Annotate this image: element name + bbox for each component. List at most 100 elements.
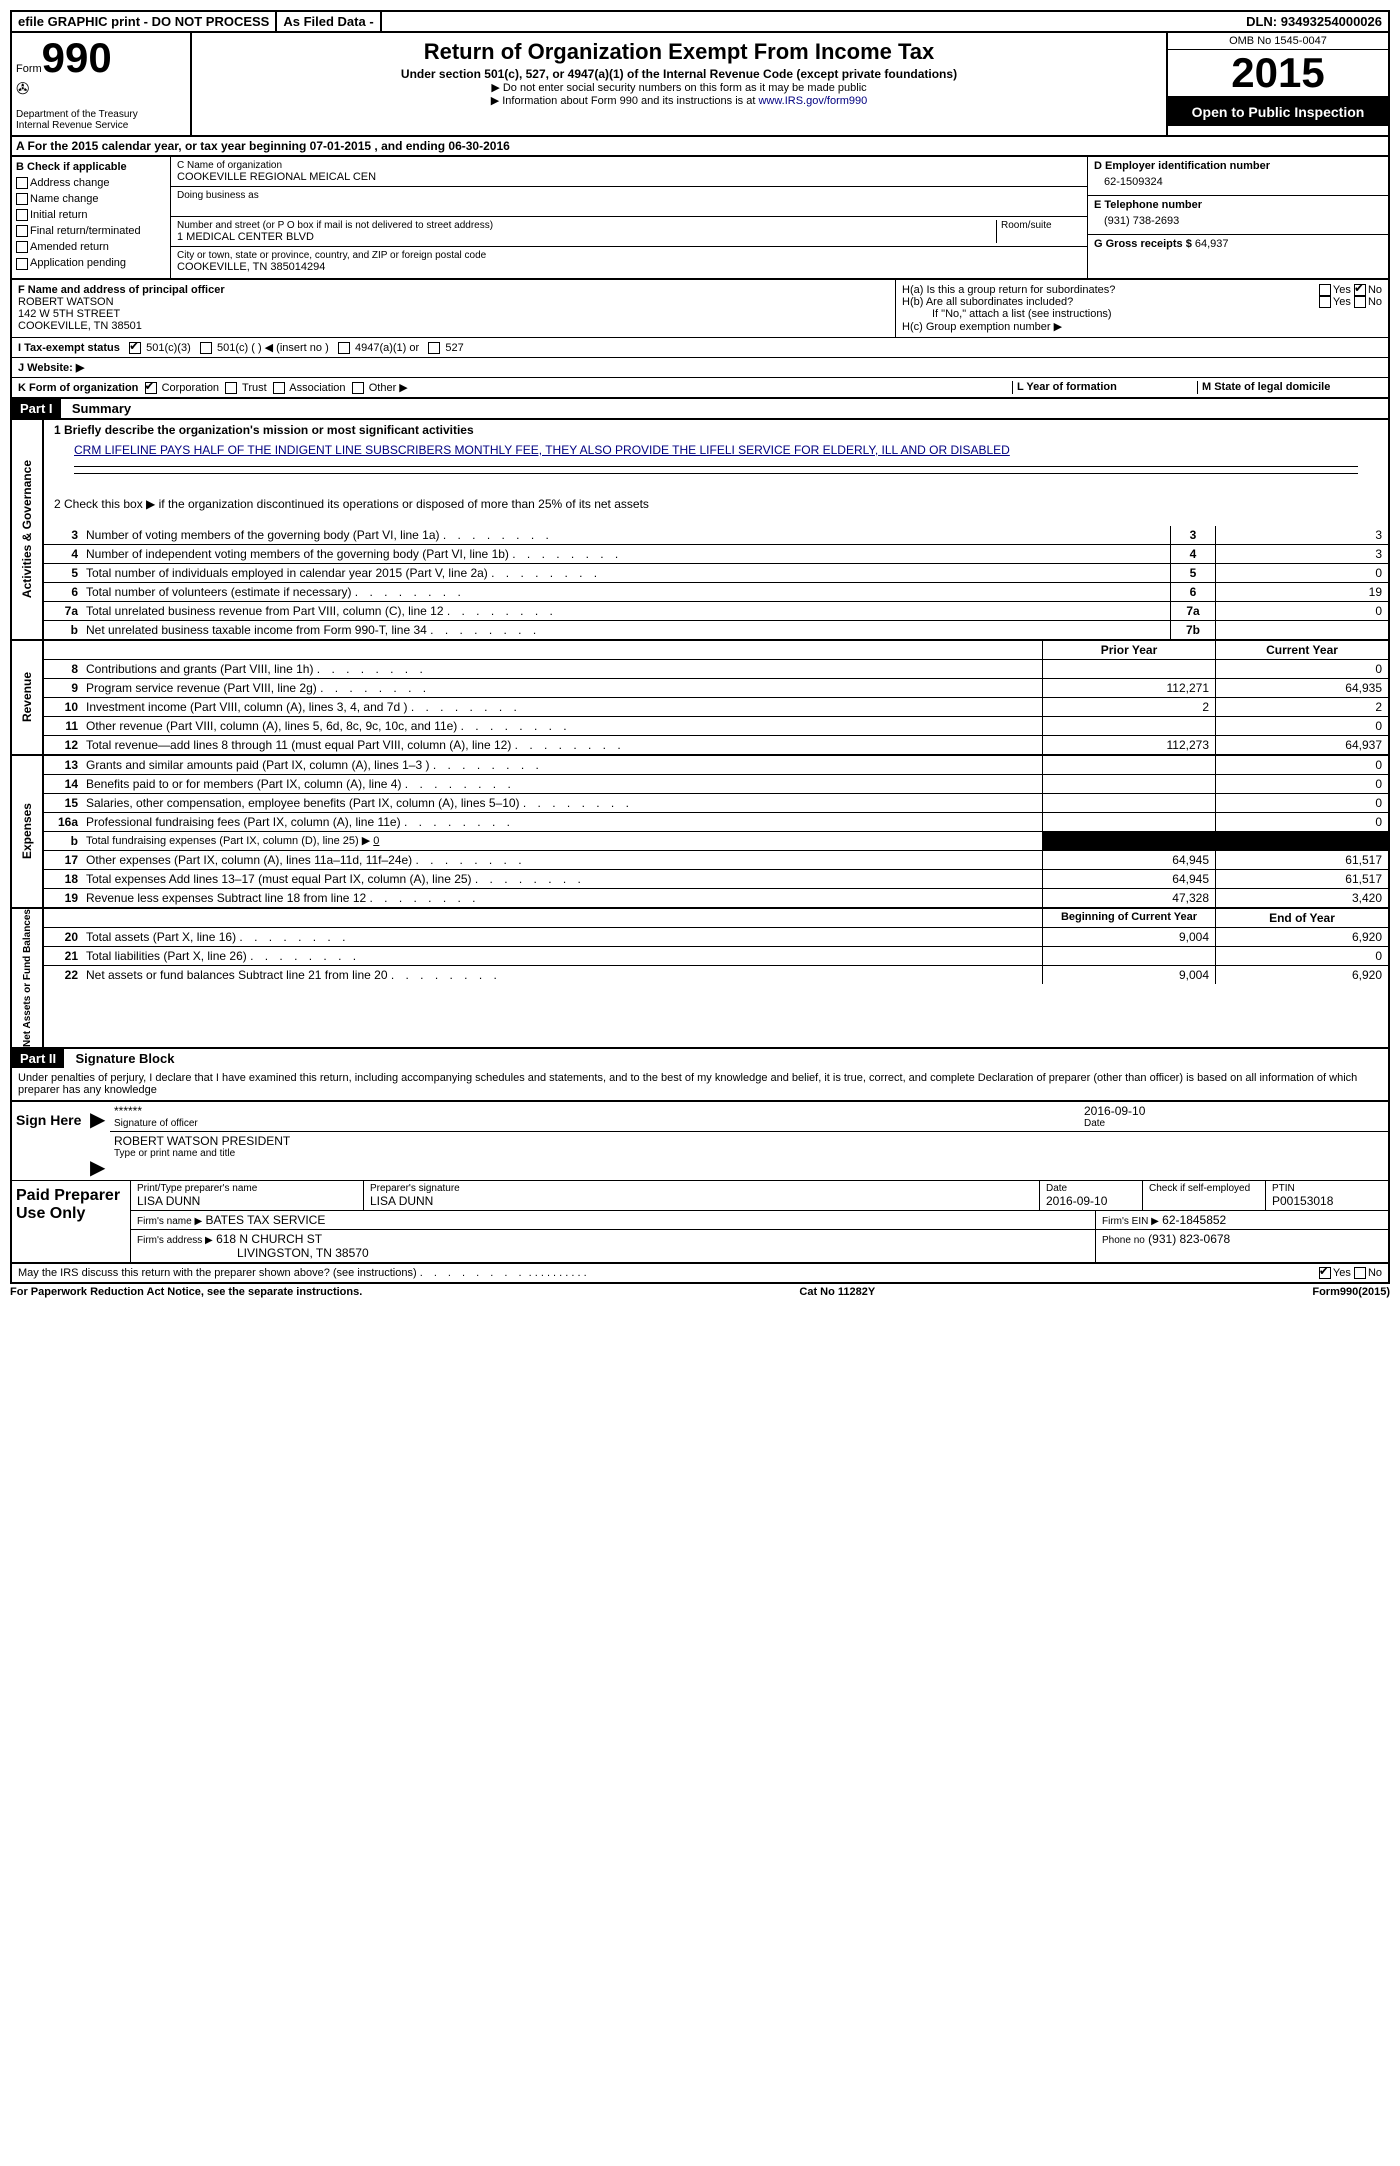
line-num: 3 bbox=[44, 526, 82, 544]
cb-application-pending[interactable]: Application pending bbox=[16, 257, 166, 269]
main-info: B Check if applicable Address change Nam… bbox=[10, 157, 1390, 280]
cb-amended-return[interactable]: Amended return bbox=[16, 241, 166, 253]
line-box: 6 bbox=[1170, 583, 1215, 601]
cb-address-change[interactable]: Address change bbox=[16, 177, 166, 189]
dln-label: DLN: bbox=[1246, 14, 1277, 29]
exp-line-18: 18 Total expenses Add lines 13–17 (must … bbox=[44, 870, 1388, 889]
officer-name: ROBERT WATSON bbox=[18, 296, 889, 308]
curr-val: 0 bbox=[1215, 813, 1388, 831]
discuss-no[interactable] bbox=[1354, 1267, 1366, 1279]
col-b: B Check if applicable Address change Nam… bbox=[12, 157, 171, 278]
line-box: 3 bbox=[1170, 526, 1215, 544]
exp-line-16a: 16a Professional fundraising fees (Part … bbox=[44, 813, 1388, 832]
line-num: 15 bbox=[44, 794, 82, 812]
prior-val bbox=[1042, 775, 1215, 793]
irs-link[interactable]: www.IRS.gov/form990 bbox=[758, 95, 867, 107]
firm-addr2: LIVINGSTON, TN 38570 bbox=[137, 1246, 369, 1260]
cb-assoc[interactable] bbox=[273, 382, 285, 394]
net-line-20: 20 Total assets (Part X, line 16) 9,004 … bbox=[44, 928, 1388, 947]
prep-date: 2016-09-10 bbox=[1046, 1194, 1136, 1208]
line-num: 17 bbox=[44, 851, 82, 869]
form-number: 990 bbox=[42, 34, 112, 81]
cb-501c[interactable] bbox=[200, 342, 212, 354]
title-box: Return of Organization Exempt From Incom… bbox=[192, 33, 1166, 135]
phone-row: E Telephone number (931) 738-2693 bbox=[1088, 196, 1388, 235]
curr-val: 6,920 bbox=[1215, 966, 1388, 984]
dept-irs: Internal Revenue Service bbox=[16, 120, 186, 131]
line-text: Total number of individuals employed in … bbox=[82, 564, 1170, 582]
paid-preparer-section: Paid Preparer Use Only Print/Type prepar… bbox=[10, 1181, 1390, 1264]
hb-yes[interactable] bbox=[1319, 296, 1331, 308]
curr-val: 0 bbox=[1215, 947, 1388, 965]
cb-label-3: Final return/terminated bbox=[30, 225, 141, 237]
prior-val bbox=[1042, 813, 1215, 831]
line2-text: 2 Check this box ▶ if the organization d… bbox=[54, 497, 649, 511]
phone-value: (931) 738-2693 bbox=[1094, 211, 1382, 231]
curr-val: 64,937 bbox=[1215, 736, 1388, 754]
ha-yes[interactable] bbox=[1319, 284, 1331, 296]
summary-content: Activities & Governance 1 Briefly descri… bbox=[10, 418, 1390, 1049]
line-num: 9 bbox=[44, 679, 82, 697]
cb-initial-return[interactable]: Initial return bbox=[16, 209, 166, 221]
governance-section: Activities & Governance 1 Briefly descri… bbox=[12, 418, 1388, 639]
cb-corp[interactable] bbox=[145, 382, 157, 394]
cb-trust[interactable] bbox=[225, 382, 237, 394]
line-num: 16a bbox=[44, 813, 82, 831]
cb-4947[interactable] bbox=[338, 342, 350, 354]
l-label: L Year of formation bbox=[1012, 381, 1197, 394]
line-num: 6 bbox=[44, 583, 82, 601]
gov-line-3: 3 Number of voting members of the govern… bbox=[44, 526, 1388, 545]
line-num: 13 bbox=[44, 756, 82, 774]
cb-name-change[interactable]: Name change bbox=[16, 193, 166, 205]
ein-row: D Employer identification number 62-1509… bbox=[1088, 157, 1388, 196]
addr-label: Number and street (or P O box if mail is… bbox=[177, 220, 996, 231]
line-text: Net assets or fund balances Subtract lin… bbox=[82, 966, 1042, 984]
website-row: J Website: ▶ bbox=[10, 358, 1390, 378]
cb-other[interactable] bbox=[352, 382, 364, 394]
discuss-yes[interactable] bbox=[1319, 1267, 1331, 1279]
date-label: Date bbox=[1084, 1118, 1384, 1129]
gov-line-7a: 7a Total unrelated business revenue from… bbox=[44, 602, 1388, 621]
hb-no[interactable] bbox=[1354, 296, 1366, 308]
line-num: b bbox=[44, 832, 82, 850]
cb-527[interactable] bbox=[428, 342, 440, 354]
rev-line-9: 9 Program service revenue (Part VIII, li… bbox=[44, 679, 1388, 698]
line-num: 18 bbox=[44, 870, 82, 888]
gross-value: 64,937 bbox=[1195, 238, 1229, 250]
part2-label: Part II bbox=[12, 1049, 64, 1068]
year-header-row: Prior Year Current Year bbox=[44, 641, 1388, 660]
line-text: Salaries, other compensation, employee b… bbox=[82, 794, 1042, 812]
open-inspection: Open to Public Inspection bbox=[1168, 98, 1388, 126]
prep-sig: LISA DUNN bbox=[370, 1194, 1033, 1208]
line-val bbox=[1215, 621, 1388, 639]
rev-line-8: 8 Contributions and grants (Part VIII, l… bbox=[44, 660, 1388, 679]
tax-year-begin: 07-01-2015 bbox=[310, 139, 371, 153]
omb-box: OMB No 1545-0047 2015 Open to Public Ins… bbox=[1166, 33, 1388, 135]
cb-label-1: Name change bbox=[30, 193, 99, 205]
ha-label: H(a) Is this a group return for subordin… bbox=[902, 284, 1319, 296]
net-line-22: 22 Net assets or fund balances Subtract … bbox=[44, 966, 1388, 984]
yes-text2: Yes bbox=[1333, 296, 1351, 308]
line-val: 0 bbox=[1215, 564, 1388, 582]
sign-arrow: ▶▶ bbox=[90, 1102, 110, 1180]
exp-line-19: 19 Revenue less expenses Subtract line 1… bbox=[44, 889, 1388, 907]
row-a-prefix: A For the 2015 calendar year, or tax yea… bbox=[16, 139, 310, 153]
cb-501c3[interactable] bbox=[129, 342, 141, 354]
line-num: 14 bbox=[44, 775, 82, 793]
ptin-label: PTIN bbox=[1272, 1183, 1382, 1194]
ha-no[interactable] bbox=[1354, 284, 1366, 296]
check-self-employed[interactable]: Check if self-employed bbox=[1143, 1181, 1266, 1210]
sign-here-label: Sign Here bbox=[12, 1102, 90, 1180]
line-box: 7b bbox=[1170, 621, 1215, 639]
prior-val: 64,945 bbox=[1042, 870, 1215, 888]
cb-final-return[interactable]: Final return/terminated bbox=[16, 225, 166, 237]
line-text: Total fundraising expenses (Part IX, col… bbox=[82, 832, 1042, 850]
tax-year: 2015 bbox=[1168, 50, 1388, 98]
row-a: A For the 2015 calendar year, or tax yea… bbox=[10, 137, 1390, 157]
prior-val bbox=[1042, 947, 1215, 965]
officer-h-row: F Name and address of principal officer … bbox=[10, 280, 1390, 338]
discuss-yes-text: Yes bbox=[1333, 1267, 1351, 1279]
h-section: H(a) Is this a group return for subordin… bbox=[895, 280, 1388, 337]
sig-date: 2016-09-10 bbox=[1084, 1104, 1384, 1118]
line-text: Total liabilities (Part X, line 26) bbox=[82, 947, 1042, 965]
